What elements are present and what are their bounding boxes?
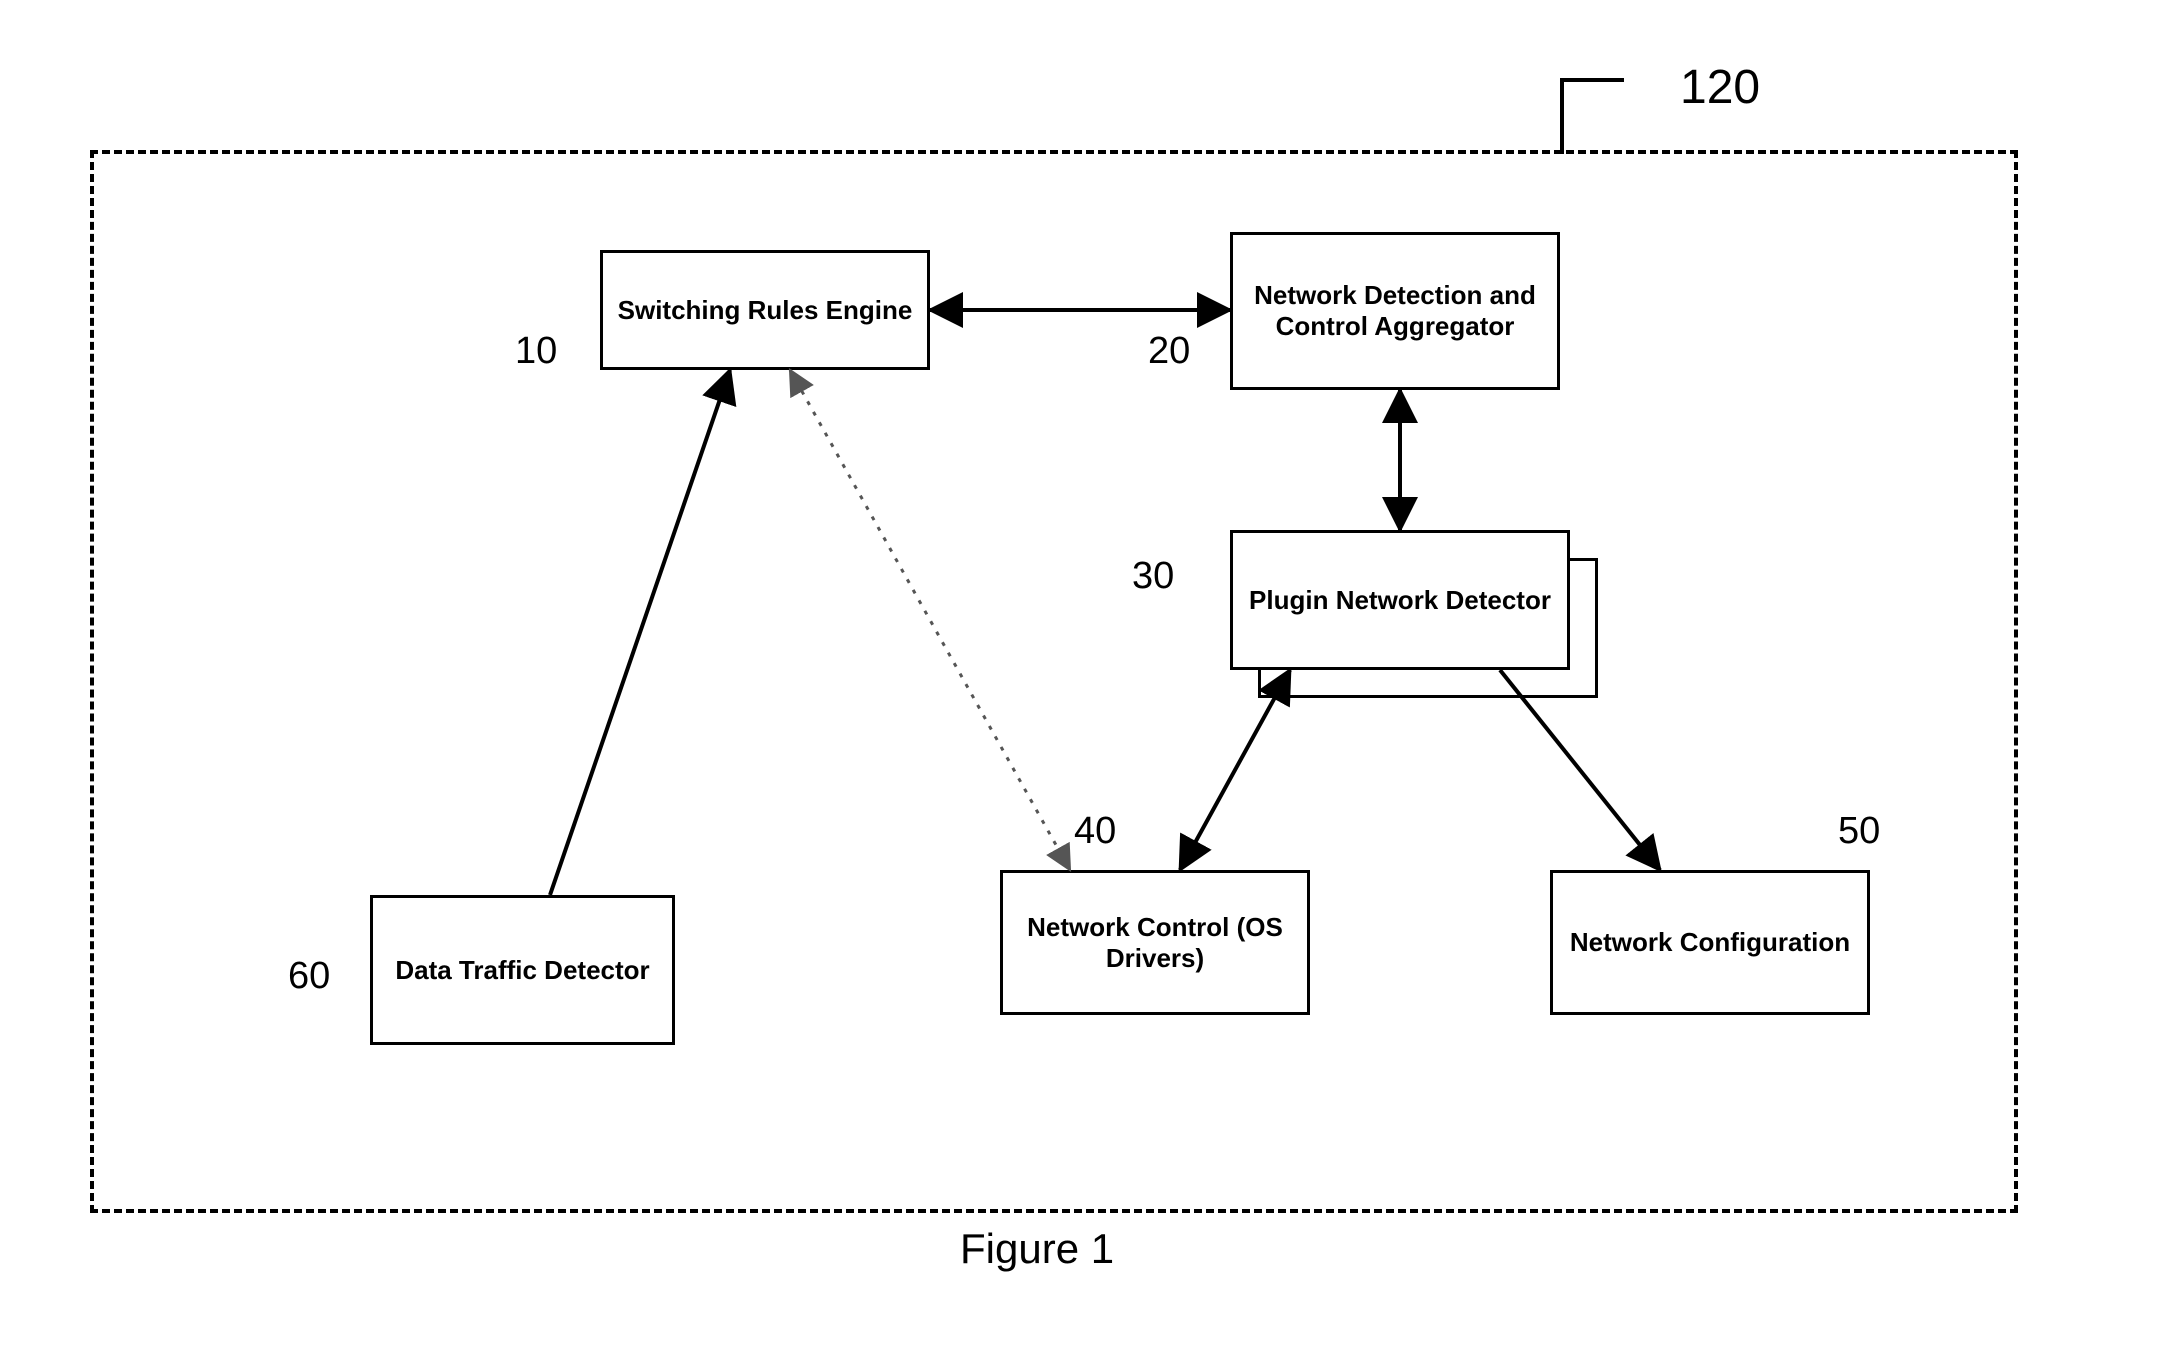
ref-30: 30 [1132,555,1174,598]
node-network-control: Network Control (OS Drivers) [1000,870,1310,1015]
ref-40: 40 [1074,810,1116,853]
ref-20: 20 [1148,330,1190,373]
node-network-configuration: Network Configuration [1550,870,1870,1015]
figure-caption: Figure 1 [960,1225,1114,1273]
node-label: Switching Rules Engine [618,295,913,326]
node-label: Network Control (OS Drivers) [1013,912,1297,974]
node-label: Plugin Network Detector [1249,585,1551,616]
figure-canvas: 120 Switching Rules Engine 10 Network De… [0,0,2184,1370]
ref-50: 50 [1838,810,1880,853]
boundary-ref-label: 120 [1680,60,1760,115]
node-switching-rules-engine: Switching Rules Engine [600,250,930,370]
node-label: Network Detection and Control Aggregator [1243,280,1547,342]
node-data-traffic-detector: Data Traffic Detector [370,895,675,1045]
node-label: Network Configuration [1570,927,1850,958]
boundary-leader [1560,78,1624,154]
system-boundary [90,150,2018,1213]
ref-60: 60 [288,955,330,998]
node-label: Data Traffic Detector [395,955,649,986]
ref-10: 10 [515,330,557,373]
node-aggregator: Network Detection and Control Aggregator [1230,232,1560,390]
node-plugin-detector: Plugin Network Detector [1230,530,1570,670]
